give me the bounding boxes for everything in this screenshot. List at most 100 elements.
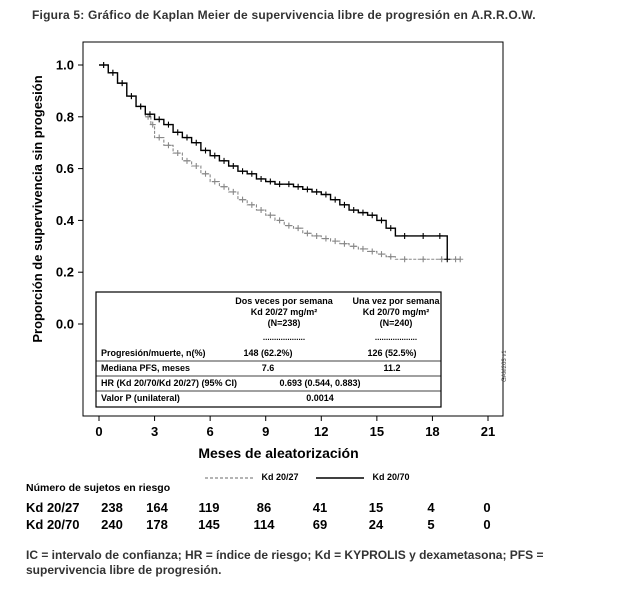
- legend-kd-20-27: Kd 20/27: [205, 472, 299, 482]
- legend-label-kd-20-70: Kd 20/70: [372, 472, 410, 482]
- censor-mark-kd-20-27-13: [202, 170, 209, 177]
- series-line-kd-20-70: [99, 64, 448, 260]
- censor-mark-kd-20-27-29: [350, 243, 357, 250]
- censor-mark-kd-20-70-33: [401, 232, 408, 239]
- censor-mark-kd-20-27-33: [387, 253, 394, 260]
- censor-mark-kd-20-70-21: [285, 181, 292, 188]
- censor-mark-kd-20-27-22: [285, 222, 292, 229]
- censor-mark-kd-20-27-28: [341, 240, 348, 247]
- legend-dashed-line-icon: [205, 477, 253, 479]
- censor-mark-kd-20-70-end: [444, 256, 451, 263]
- censor-mark-kd-20-27-35: [420, 256, 427, 263]
- x-tick-label-5: 15: [370, 424, 384, 439]
- censor-mark-kd-20-27-15: [221, 183, 228, 190]
- x-axis-label: Meses de aleatorización: [198, 445, 358, 461]
- side-code: GAM263 v1: [502, 350, 508, 382]
- censor-mark-kd-20-27-9: [165, 142, 172, 149]
- censor-mark-kd-20-70-13: [211, 152, 218, 159]
- censor-mark-kd-20-27-10: [174, 150, 181, 157]
- censor-mark-kd-20-27-23: [295, 225, 302, 232]
- x-tick-label-4: 12: [314, 424, 328, 439]
- x-tick-label-1: 3: [151, 424, 158, 439]
- censor-mark-kd-20-27-7: [149, 121, 156, 128]
- table-header-col2-line-1: Kd 20/70 mg/m²: [363, 307, 430, 317]
- at-risk-count: 119: [198, 500, 220, 515]
- table-row-label-0: Progresión/muerte, n(%): [101, 348, 206, 358]
- censor-mark-kd-20-27-24: [304, 230, 311, 237]
- censor-mark-kd-20-70-7: [156, 116, 163, 123]
- censor-mark-kd-20-27-31: [369, 248, 376, 255]
- y-tick-label-5: 1.0: [56, 58, 74, 73]
- censor-mark-kd-20-27-26: [322, 235, 329, 242]
- at-risk-count: 238: [101, 500, 123, 515]
- censor-mark-kd-20-70-25: [322, 191, 329, 198]
- series-line-kd-20-27: [99, 64, 461, 260]
- at-risk-count: 24: [368, 517, 384, 532]
- legend-solid-line-icon: [316, 476, 364, 479]
- censor-mark-kd-20-27-11: [183, 157, 190, 164]
- censor-mark-kd-20-70-16: [239, 168, 246, 175]
- at-risk-count: 5: [427, 517, 435, 532]
- at-risk-count: 86: [256, 500, 272, 515]
- censor-mark-kd-20-70-5: [137, 103, 144, 110]
- plot-frame: [82, 41, 504, 417]
- y-tick-label-3: 0.6: [56, 161, 74, 176]
- at-risk-count: 145: [198, 517, 220, 532]
- censor-mark-kd-20-70-11: [193, 139, 200, 146]
- at-risk-count: 0: [483, 500, 491, 515]
- table-header-col1-line-2: (N=238): [268, 318, 301, 328]
- censor-mark-kd-20-70-3: [119, 80, 126, 87]
- y-tick-label-1: 0.2: [56, 265, 74, 280]
- kaplan-meier-chart: 0.0 0.2 0.4 0.6 0.8 1.0 0 3 6 9 12 15 18 21 Meses de a…: [30, 41, 504, 461]
- censor-mark-kd-20-70-20: [276, 181, 283, 188]
- censor-mark-kd-20-27-17: [239, 196, 246, 203]
- censor-mark-kd-20-70-12: [202, 147, 209, 154]
- censor-mark-kd-20-70-31: [378, 217, 385, 224]
- table-row-label-2: HR (Kd 20/70/Kd 20/27) (95% CI): [101, 378, 237, 388]
- at-risk-count: 164: [146, 500, 168, 515]
- censor-mark-kd-20-70-23: [304, 186, 311, 193]
- at-risk-count: 0: [483, 517, 491, 532]
- table-row-col2-1: 11.2: [383, 363, 400, 373]
- censor-mark-kd-20-70-24: [313, 188, 320, 195]
- censor-mark-kd-20-27-end: [457, 256, 464, 263]
- censor-mark-kd-20-27-32: [378, 251, 385, 258]
- censor-mark-kd-20-27-19: [258, 207, 265, 214]
- censor-mark-kd-20-70-18: [258, 175, 265, 182]
- table-header-col1-line-0: Dos veces por semana: [235, 296, 334, 306]
- censor-mark-kd-20-70-28: [350, 207, 357, 214]
- censor-mark-kd-20-27-14: [211, 178, 218, 185]
- censor-mark-kd-20-70-17: [248, 170, 255, 177]
- legend-label-kd-20-27: Kd 20/27: [261, 472, 299, 482]
- table-header-col2-line-0: Una vez por semana: [352, 296, 440, 306]
- table-header-col1-dots: ...................: [263, 333, 305, 342]
- censor-mark-kd-20-27-20: [267, 212, 274, 219]
- table-row-col2-0: 126 (52.5%): [367, 348, 416, 358]
- at-risk-count: 240: [101, 517, 123, 532]
- censor-mark-kd-20-70-30: [369, 212, 376, 219]
- censor-mark-kd-20-27-18: [248, 201, 255, 208]
- censor-mark-kd-20-27-12: [193, 163, 200, 170]
- at-risk-count: 114: [253, 517, 275, 532]
- y-tick-label-2: 0.4: [56, 213, 75, 228]
- censor-mark-kd-20-70-8: [165, 121, 172, 128]
- x-tick-label-6: 18: [425, 424, 439, 439]
- censor-mark-kd-20-70-2: [109, 69, 116, 76]
- censor-mark-kd-20-27-34: [401, 256, 408, 263]
- table-row-span-3: 0.0014: [306, 393, 334, 403]
- at-risk-row-label: Kd 20/70: [26, 517, 80, 532]
- at-risk-count: 15: [368, 500, 384, 515]
- x-tick-label-7: 21: [481, 424, 495, 439]
- y-axis-label: Proporción de supervivencia sin progesió…: [30, 75, 45, 342]
- at-risk-count: 178: [146, 517, 168, 532]
- censor-mark-kd-20-70-29: [359, 209, 366, 216]
- censor-mark-kd-20-70-4: [128, 93, 135, 100]
- x-tick-label-3: 9: [262, 424, 269, 439]
- censor-mark-kd-20-70-19: [267, 178, 274, 185]
- at-risk-count: 4: [427, 500, 435, 515]
- censor-mark-kd-20-70-27: [341, 201, 348, 208]
- at-risk-count: 69: [312, 517, 328, 532]
- table-row-col1-0: 148 (62.2%): [243, 348, 292, 358]
- table-row-label-1: Mediana PFS, meses: [101, 363, 190, 373]
- y-tick-label-0: 0.0: [56, 317, 74, 332]
